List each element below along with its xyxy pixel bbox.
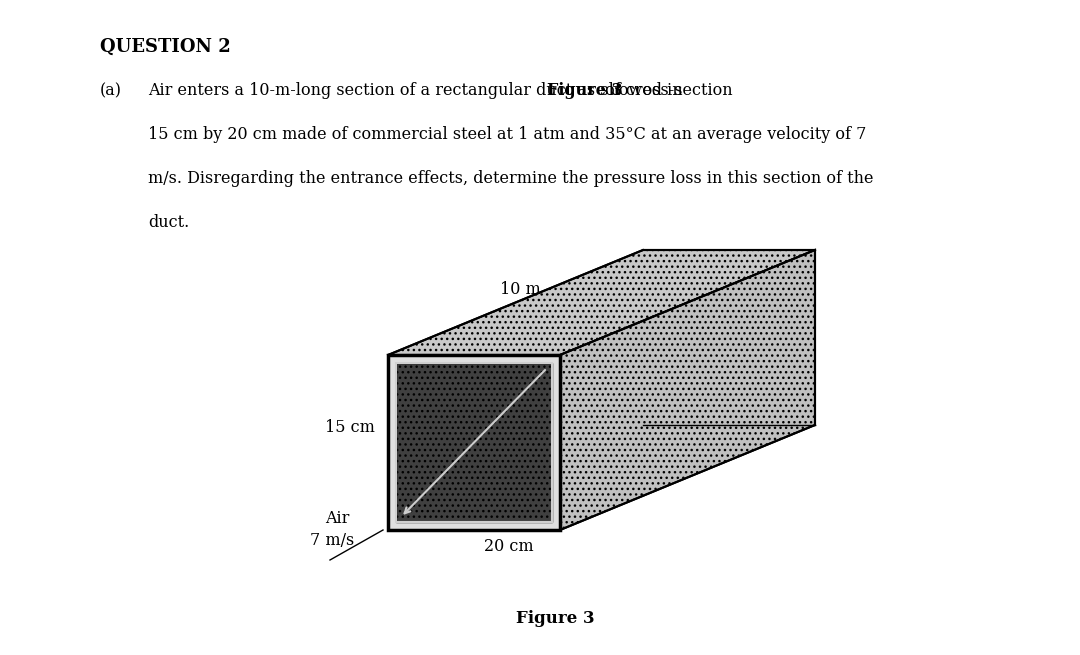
Text: QUESTION 2: QUESTION 2 xyxy=(100,38,231,56)
Text: Figure 3: Figure 3 xyxy=(515,610,594,627)
Text: Air: Air xyxy=(325,510,349,527)
Text: of cross-section: of cross-section xyxy=(599,82,732,99)
Polygon shape xyxy=(388,250,815,355)
Text: 15 cm by 20 cm made of commercial steel at 1 atm and 35°C at an average velocity: 15 cm by 20 cm made of commercial steel … xyxy=(148,126,866,143)
Text: m/s. Disregarding the entrance effects, determine the pressure loss in this sect: m/s. Disregarding the entrance effects, … xyxy=(148,170,874,187)
Text: 15 cm: 15 cm xyxy=(325,419,375,436)
Text: duct.: duct. xyxy=(148,214,189,231)
Polygon shape xyxy=(561,250,815,530)
Polygon shape xyxy=(388,355,561,530)
Text: 20 cm: 20 cm xyxy=(484,538,534,555)
Polygon shape xyxy=(396,363,552,522)
Text: (a): (a) xyxy=(100,82,122,99)
Text: Figure 3: Figure 3 xyxy=(548,82,623,99)
Text: Air enters a 10-m-long section of a rectangular duct as showed in: Air enters a 10-m-long section of a rect… xyxy=(148,82,688,99)
Text: 7 m/s: 7 m/s xyxy=(310,532,354,549)
Text: 10 m: 10 m xyxy=(500,281,541,298)
